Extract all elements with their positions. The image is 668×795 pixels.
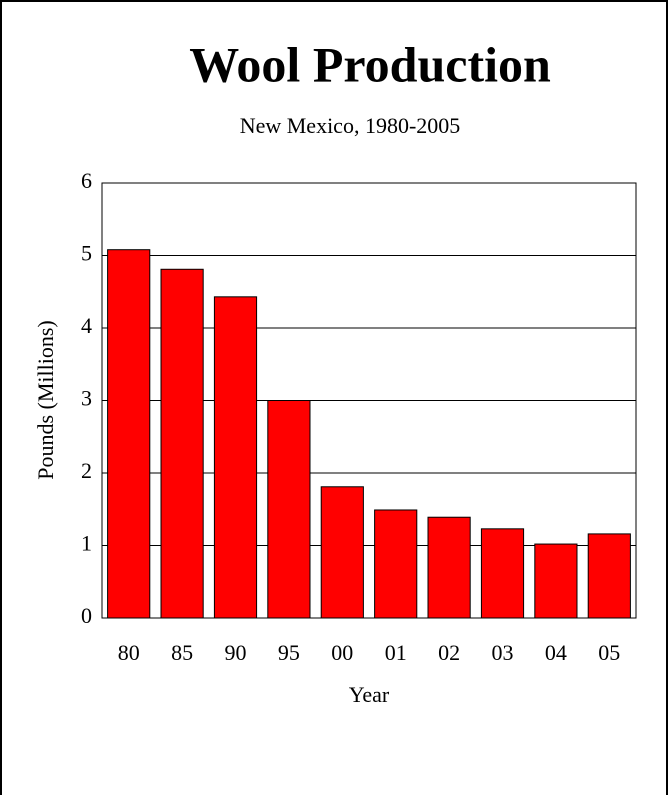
bar (320, 486, 364, 619)
chart-subtitle: New Mexico, 1980-2005 (240, 113, 461, 138)
bar (480, 528, 525, 619)
x-tick-label: 80 (118, 640, 140, 665)
bar (374, 509, 418, 619)
bar (160, 268, 204, 619)
x-tick-label: 04 (545, 640, 567, 665)
x-axis-label: Year (349, 682, 390, 707)
x-tick-label: 00 (331, 640, 353, 665)
bar (213, 296, 258, 619)
bar (427, 516, 471, 619)
x-tick-label: 01 (385, 640, 407, 665)
chart-title: Wool Production (189, 36, 551, 92)
y-tick-label: 3 (81, 386, 92, 411)
y-tick-label: 1 (81, 531, 92, 556)
x-tick-label: 03 (492, 640, 514, 665)
x-tick-label: 95 (278, 640, 300, 665)
bar (107, 249, 151, 619)
y-tick-label: 4 (81, 313, 92, 338)
y-tick-label: 2 (81, 458, 92, 483)
bar (534, 543, 578, 619)
bar (587, 533, 631, 619)
y-tick-label: 6 (81, 168, 92, 193)
x-tick-label: 05 (598, 640, 620, 665)
y-axis-label: Pounds (Millions) (33, 320, 58, 480)
y-tick-label: 5 (81, 241, 92, 266)
x-tick-label: 90 (225, 640, 247, 665)
y-tick-label: 0 (81, 603, 92, 628)
x-tick-label: 02 (438, 640, 460, 665)
x-tick-label: 85 (171, 640, 193, 665)
bar (267, 400, 311, 619)
